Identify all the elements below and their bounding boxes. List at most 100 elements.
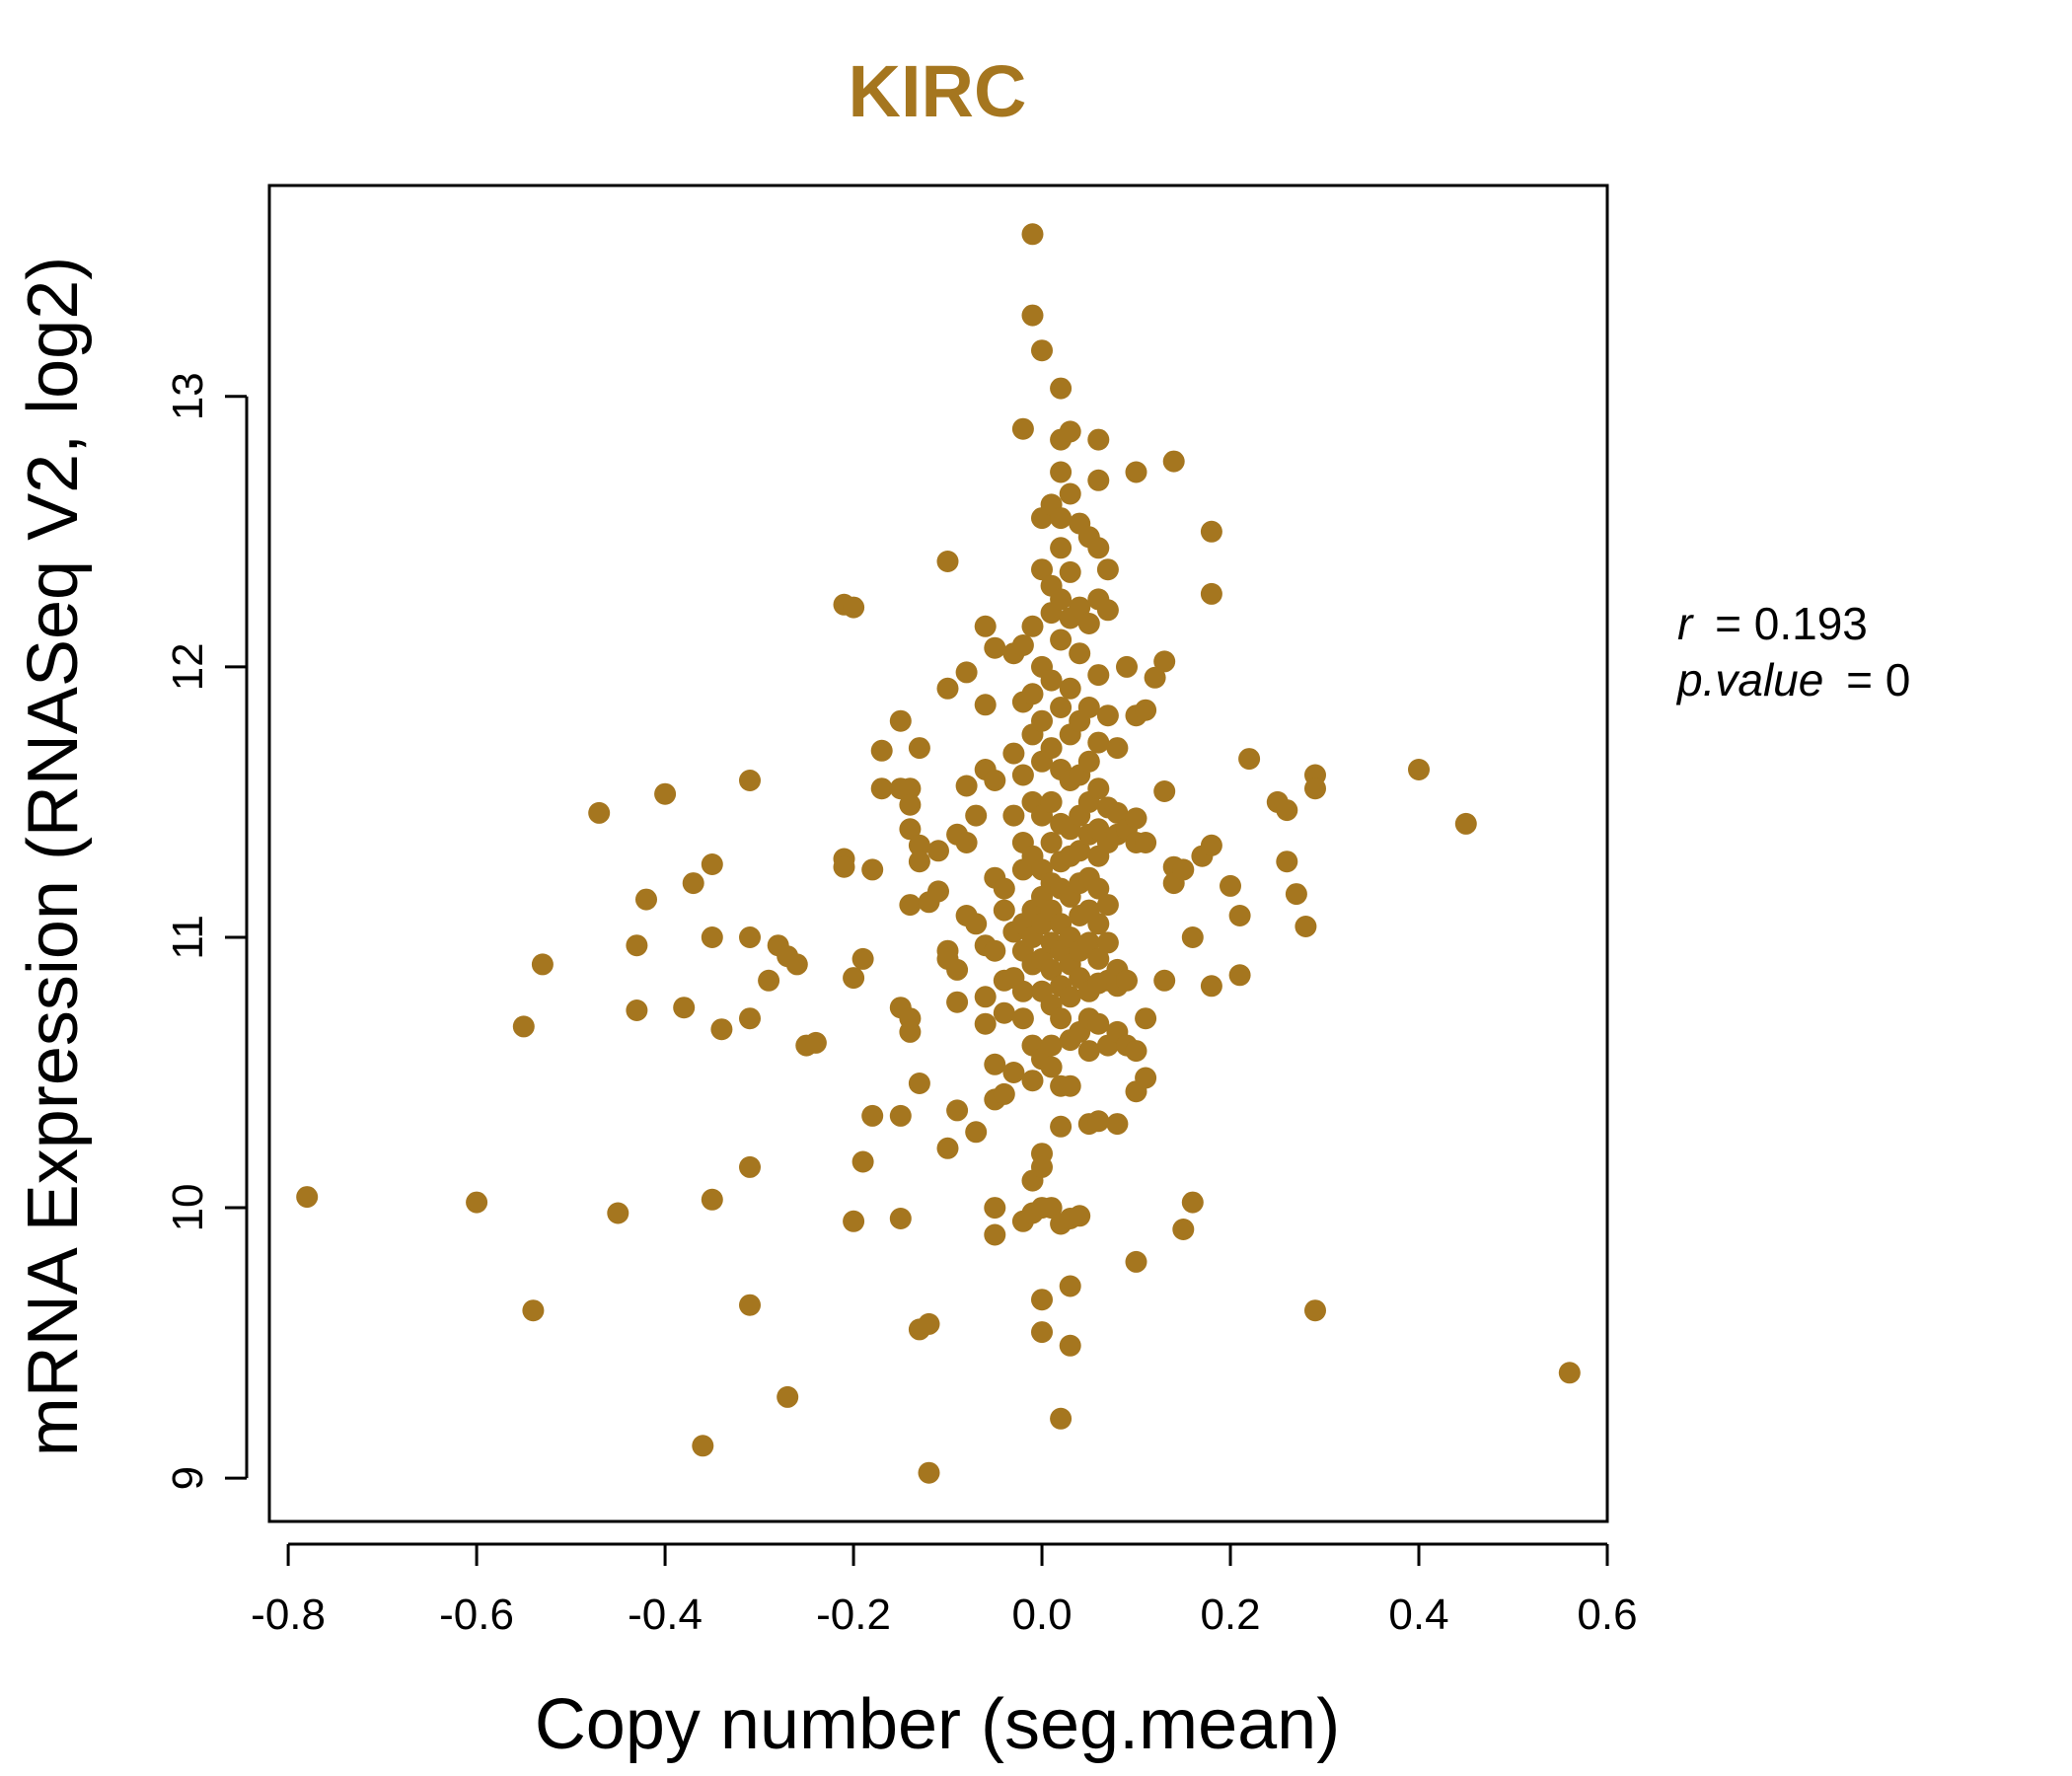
data-point <box>965 913 988 935</box>
data-point <box>965 804 988 827</box>
data-point <box>1153 969 1176 992</box>
data-point <box>1087 877 1110 900</box>
y-axis-label: mRNA Expression (RNASeq V2, log2) <box>14 257 93 1456</box>
data-point <box>1050 507 1073 530</box>
data-point <box>1454 812 1477 835</box>
data-point <box>1125 1040 1147 1063</box>
data-point <box>984 770 1006 791</box>
data-point <box>1077 1040 1100 1063</box>
data-point <box>1200 975 1222 998</box>
data-point <box>1040 669 1063 692</box>
data-point <box>1002 804 1025 827</box>
x-tick-label: 0.0 <box>1011 1591 1072 1639</box>
r-stat-label: r <box>1677 598 1694 649</box>
x-tick-label: -0.8 <box>251 1591 326 1639</box>
data-point <box>1135 699 1157 721</box>
data-point <box>1059 560 1081 583</box>
data-point <box>1021 223 1044 246</box>
data-point <box>1040 790 1063 813</box>
data-point <box>955 832 978 853</box>
data-point <box>861 858 884 881</box>
data-point <box>1200 834 1222 856</box>
data-point <box>1106 1113 1129 1136</box>
data-point <box>918 1461 940 1484</box>
data-point <box>946 991 969 1013</box>
data-point <box>1172 1219 1195 1240</box>
data-point <box>918 1312 940 1335</box>
data-point <box>993 1082 1015 1105</box>
data-point <box>851 1150 874 1173</box>
data-point <box>1050 461 1073 483</box>
data-point <box>1087 469 1110 491</box>
data-point <box>739 1294 761 1316</box>
data-point <box>531 953 554 976</box>
data-point <box>1200 520 1222 543</box>
r-stat: r = 0.193 <box>1677 598 1868 649</box>
plot-frame <box>267 184 1609 1523</box>
data-point <box>1050 377 1073 400</box>
data-point <box>654 782 677 805</box>
x-axis: -0.8 -0.6 -0.4 -0.2 0.0 0.2 0.4 0.6 <box>251 1542 1638 1639</box>
data-point <box>1087 428 1110 451</box>
data-point <box>927 840 949 862</box>
x-axis-label: Copy number (seg.mean) <box>535 1685 1340 1764</box>
correlation-stats: r = 0.193 p.value = 0 <box>1675 598 1910 705</box>
data-point <box>974 986 997 1008</box>
data-point <box>1096 599 1119 622</box>
data-point <box>1162 450 1185 473</box>
data-point <box>1031 339 1053 362</box>
data-point <box>1021 615 1044 637</box>
data-point <box>1059 420 1081 443</box>
data-point <box>1153 650 1176 673</box>
data-point <box>1200 582 1222 605</box>
data-point <box>1021 304 1044 327</box>
data-point <box>1069 840 1091 862</box>
data-point <box>1558 1362 1581 1384</box>
data-point <box>889 1104 912 1127</box>
x-tick-label: 0.2 <box>1200 1591 1260 1639</box>
data-point <box>1069 596 1091 619</box>
data-point <box>739 1155 761 1178</box>
data-point <box>1096 558 1119 581</box>
data-point <box>512 1015 535 1038</box>
data-point <box>1087 664 1110 687</box>
data-point <box>1011 634 1034 656</box>
data-point <box>1040 737 1063 760</box>
data-point <box>1059 1275 1081 1297</box>
data-point <box>1059 1074 1081 1097</box>
data-point <box>1144 666 1166 689</box>
data-point <box>899 1020 922 1043</box>
data-point <box>1172 858 1195 881</box>
data-point <box>955 775 978 797</box>
data-point <box>710 1018 733 1041</box>
data-point <box>1087 777 1110 800</box>
data-point <box>955 661 978 684</box>
data-point <box>1031 1289 1053 1311</box>
data-point <box>739 1007 761 1030</box>
x-tick-label: 0.4 <box>1388 1591 1448 1639</box>
data-point <box>1087 947 1110 970</box>
data-point <box>1276 799 1298 822</box>
data-point <box>1021 683 1044 705</box>
data-point <box>1011 1007 1034 1030</box>
x-tick-label: -0.4 <box>628 1591 703 1639</box>
data-point <box>899 818 922 841</box>
data-point <box>1050 588 1073 611</box>
data-point <box>626 934 648 957</box>
data-point <box>626 999 648 1021</box>
data-point <box>936 1137 959 1159</box>
data-point <box>607 1202 629 1224</box>
data-point <box>1087 1110 1110 1133</box>
data-point <box>1031 1155 1053 1178</box>
data-point <box>1002 742 1025 765</box>
data-point <box>843 596 865 619</box>
data-point <box>1011 980 1034 1002</box>
data-point <box>984 1197 1006 1220</box>
data-point <box>984 939 1006 962</box>
data-point <box>758 969 780 992</box>
data-point <box>1031 709 1053 732</box>
data-point <box>1050 697 1073 718</box>
p-stat-value: 0 <box>1886 654 1911 705</box>
data-point <box>927 880 949 903</box>
data-point <box>1087 537 1110 559</box>
